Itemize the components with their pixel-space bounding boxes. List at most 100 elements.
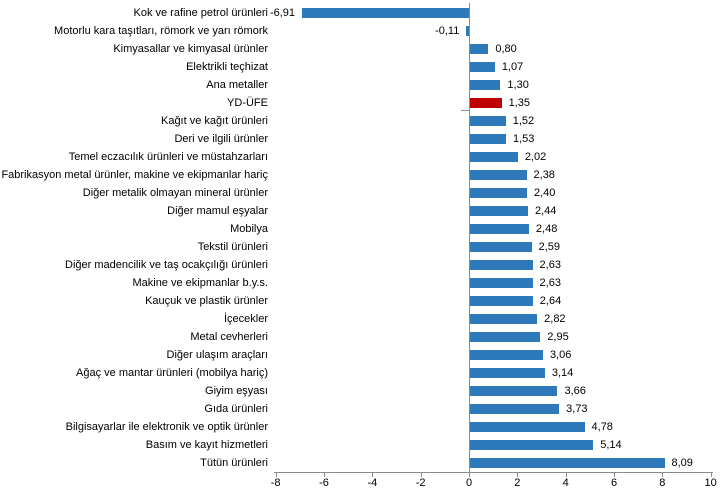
x-tick-label: 4 bbox=[562, 477, 569, 489]
category-label: Tekstil ürünleri bbox=[197, 241, 268, 253]
bar bbox=[469, 44, 489, 54]
bar bbox=[469, 206, 528, 216]
value-label: 4,78 bbox=[591, 421, 613, 433]
bar bbox=[469, 278, 533, 288]
value-label: 1,35 bbox=[508, 97, 531, 109]
category-label: Diğer mamul eşyalar bbox=[167, 205, 268, 217]
value-label: 2,95 bbox=[547, 331, 569, 343]
category-label: Diğer madencilik ve taş ocakçılığı ürünl… bbox=[65, 259, 268, 271]
value-label: 3,66 bbox=[564, 385, 586, 397]
category-label: Elektrikli teçhizat bbox=[186, 61, 268, 73]
category-label: YD-ÜFE bbox=[227, 97, 268, 109]
bar bbox=[302, 8, 469, 18]
x-tick-label: -2 bbox=[415, 477, 426, 489]
x-tick-label: 8 bbox=[659, 477, 666, 489]
value-label: 2,40 bbox=[534, 187, 556, 199]
value-label: 5,14 bbox=[600, 439, 622, 451]
category-label: Makine ve ekipmanlar b.y.s. bbox=[132, 277, 268, 289]
x-tick bbox=[420, 472, 422, 477]
bar bbox=[469, 368, 545, 378]
value-label: 2,63 bbox=[539, 277, 561, 289]
value-label: 1,53 bbox=[512, 133, 535, 145]
bar bbox=[469, 170, 527, 180]
bar bbox=[469, 62, 495, 72]
category-label: Giyim eşyası bbox=[205, 385, 268, 397]
category-label: Temel eczacılık ürünleri ve müstahzarlar… bbox=[68, 151, 268, 163]
bar bbox=[469, 134, 506, 144]
bar bbox=[469, 116, 506, 126]
bar bbox=[469, 422, 585, 432]
bar bbox=[469, 350, 543, 360]
category-label: Ana metaller bbox=[206, 79, 268, 91]
zero-line bbox=[469, 3, 470, 472]
x-tick bbox=[469, 472, 470, 477]
value-label: 1,30 bbox=[507, 79, 529, 91]
x-tick bbox=[565, 472, 567, 477]
highlight-bar bbox=[469, 98, 502, 108]
x-tick bbox=[710, 472, 712, 477]
x-tick-label: 10 bbox=[704, 477, 717, 489]
value-label: 2,64 bbox=[539, 295, 562, 307]
x-tick-label: -6 bbox=[319, 477, 329, 489]
bar bbox=[469, 404, 560, 414]
value-label: 3,06 bbox=[549, 349, 572, 361]
bar bbox=[466, 26, 469, 36]
category-axis-tick bbox=[461, 110, 470, 111]
category-label: Kauçuk ve plastik ürünler bbox=[145, 295, 268, 307]
value-label: 3,14 bbox=[551, 367, 574, 379]
x-tick-label: 2 bbox=[514, 477, 521, 489]
category-label: Kağıt ve kağıt ürünleri bbox=[160, 115, 268, 127]
bar bbox=[469, 242, 532, 252]
x-axis-line bbox=[273, 472, 713, 473]
category-label: Diğer ulaşım araçları bbox=[166, 349, 268, 361]
x-tick bbox=[614, 472, 615, 477]
x-tick bbox=[275, 472, 277, 477]
bar bbox=[469, 188, 527, 198]
value-label: -0,11 bbox=[435, 25, 460, 37]
value-label: 1,07 bbox=[501, 61, 524, 73]
bar bbox=[469, 458, 665, 468]
bar bbox=[469, 152, 518, 162]
value-label: 3,73 bbox=[566, 403, 588, 415]
value-label: 2,38 bbox=[533, 169, 555, 181]
value-label: 8,09 bbox=[671, 457, 693, 469]
bar bbox=[469, 440, 594, 450]
category-label: Fabrikasyon metal ürünler, makine ve eki… bbox=[1, 169, 268, 181]
x-tick-label: -8 bbox=[270, 477, 281, 489]
x-tick-label: 6 bbox=[610, 477, 618, 489]
bar bbox=[469, 386, 558, 396]
category-label: Ağaç ve mantar ürünleri (mobilya hariç) bbox=[76, 367, 268, 379]
x-tick bbox=[323, 472, 325, 477]
x-tick-label: 0 bbox=[465, 477, 473, 489]
x-tick bbox=[662, 472, 664, 477]
bar bbox=[469, 296, 533, 306]
bar bbox=[469, 224, 529, 234]
category-label: Metal cevherleri bbox=[190, 331, 268, 343]
value-label: 2,63 bbox=[539, 259, 561, 271]
category-label: Mobilya bbox=[230, 223, 268, 235]
category-label: Diğer metalik olmayan mineral ürünler bbox=[82, 187, 268, 199]
category-label: İçecekler bbox=[223, 313, 268, 325]
x-tick bbox=[372, 472, 374, 477]
bar bbox=[469, 314, 538, 324]
value-label: -6,91 bbox=[269, 7, 296, 19]
value-label: 2,48 bbox=[535, 223, 558, 235]
category-label: Deri ve ilgili ürünler bbox=[174, 133, 268, 145]
value-label: 2,02 bbox=[524, 151, 547, 163]
category-label: Motorlu kara taşıtları, römork ve yarı r… bbox=[54, 25, 268, 37]
value-label: 2,44 bbox=[534, 205, 557, 217]
value-label: 0,80 bbox=[495, 43, 517, 55]
value-label: 2,82 bbox=[544, 313, 566, 325]
bar bbox=[469, 260, 533, 270]
x-tick bbox=[517, 472, 519, 477]
category-label: Kok ve rafine petrol ürünleri bbox=[133, 7, 268, 19]
category-label: Bilgisayarlar ile elektronik ve optik ür… bbox=[65, 421, 268, 433]
bar bbox=[469, 332, 541, 342]
category-label: Gıda ürünleri bbox=[204, 403, 268, 415]
x-tick-label: -4 bbox=[367, 477, 378, 489]
category-label: Tütün ürünleri bbox=[200, 457, 268, 469]
bar bbox=[469, 80, 501, 90]
value-label: 2,59 bbox=[538, 241, 560, 253]
value-label: 1,52 bbox=[512, 115, 535, 127]
